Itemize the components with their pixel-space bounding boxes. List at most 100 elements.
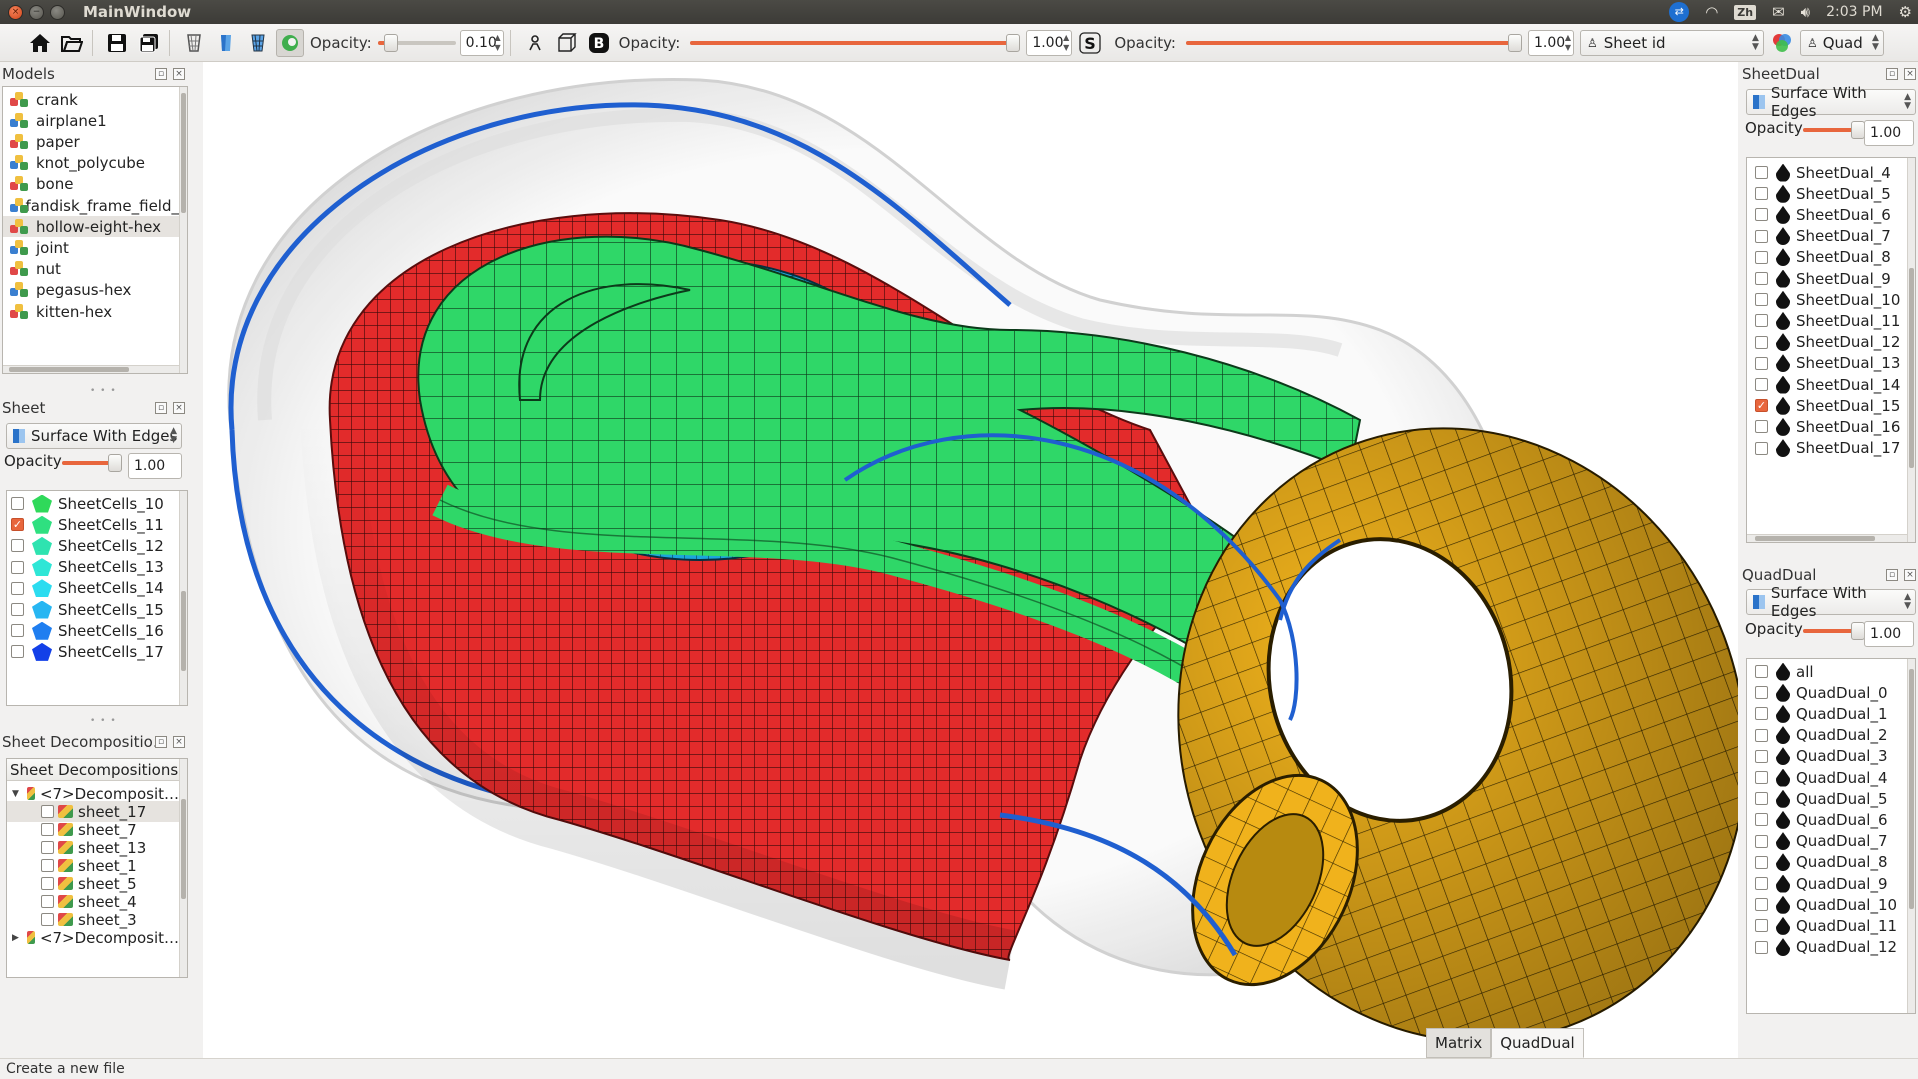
sheetdual-item[interactable]: SheetDual_13 bbox=[1747, 353, 1907, 374]
tree-item-checkbox[interactable] bbox=[41, 823, 54, 836]
sheet-cells-item[interactable]: SheetCells_13 bbox=[7, 557, 179, 578]
sheet-cells-checkbox[interactable] bbox=[11, 603, 24, 616]
sheet-cells-vscroll[interactable] bbox=[179, 491, 187, 705]
palette-icon[interactable] bbox=[1768, 29, 1796, 57]
gear-icon[interactable]: ⚙ bbox=[1898, 3, 1912, 21]
tree-group[interactable]: ▶ <7>Decomposit… bbox=[7, 927, 179, 948]
quaddual-item[interactable]: QuadDual_1 bbox=[1747, 703, 1907, 724]
quaddual-item[interactable]: QuadDual_6 bbox=[1747, 809, 1907, 830]
sheetdual-checkbox[interactable] bbox=[1755, 229, 1768, 243]
sheet-cells-item[interactable]: SheetCells_14 bbox=[7, 578, 179, 599]
float-dock-icon[interactable]: ▫ bbox=[155, 736, 167, 748]
minimize-window-button[interactable]: − bbox=[29, 4, 44, 20]
tree-item-checkbox[interactable] bbox=[41, 913, 54, 926]
sheetdual-checkbox[interactable] bbox=[1755, 420, 1768, 434]
models-hscroll[interactable] bbox=[3, 365, 179, 373]
mail-icon[interactable]: ✉ bbox=[1772, 3, 1785, 21]
tab-quaddual[interactable]: QuadDual bbox=[1491, 1028, 1584, 1058]
decomp-vscroll[interactable] bbox=[179, 759, 187, 977]
sheetdual-list[interactable]: SheetDual_17 SheetDual_16 ✓ SheetDual_15 She… bbox=[1746, 157, 1916, 543]
spin-arrows[interactable]: ▲ ▼ bbox=[494, 32, 501, 52]
slider-handle[interactable] bbox=[1851, 121, 1865, 139]
cube-icon[interactable] bbox=[553, 29, 581, 57]
quaddual-item[interactable]: QuadDual_4 bbox=[1747, 767, 1907, 788]
tree-item[interactable]: sheet_1 bbox=[7, 855, 179, 876]
sheetdual-item[interactable]: SheetDual_5 bbox=[1747, 183, 1907, 204]
quaddual-item[interactable]: QuadDual_12 bbox=[1747, 937, 1907, 958]
tree-item[interactable]: sheet_4 bbox=[7, 891, 179, 912]
sheet-cells-checkbox[interactable] bbox=[11, 581, 24, 595]
element-mode-select[interactable]: ♙ Quad ▲ ▼ bbox=[1799, 29, 1884, 56]
sheetdual-render-mode-select[interactable]: Surface With Edges ▲ ▼ bbox=[1746, 84, 1916, 120]
float-dock-icon[interactable]: ▫ bbox=[155, 402, 167, 414]
sheetdual-checkbox[interactable] bbox=[1755, 272, 1768, 285]
slider-handle[interactable] bbox=[383, 33, 398, 52]
model-list-item[interactable]: bone bbox=[3, 174, 179, 195]
quaddual-item[interactable]: QuadDual_3 bbox=[1747, 746, 1907, 767]
opacity-slider-2[interactable] bbox=[690, 33, 1021, 53]
close-window-button[interactable]: × bbox=[8, 4, 23, 20]
sheetdual-item[interactable]: SheetDual_9 bbox=[1747, 268, 1907, 289]
save-all-icon[interactable] bbox=[135, 29, 163, 57]
quaddual-opacity-slider[interactable] bbox=[1803, 621, 1865, 641]
sheetdual-opacity-slider[interactable] bbox=[1803, 120, 1865, 140]
expand-arrow-icon[interactable]: ▶ bbox=[12, 932, 19, 943]
model-list-item[interactable]: paper bbox=[3, 131, 179, 152]
sheetdual-item[interactable]: SheetDual_17 bbox=[1747, 438, 1907, 459]
dock-splitter[interactable]: • • • bbox=[90, 386, 117, 396]
sheet-cells-item[interactable]: SheetCells_10 bbox=[7, 493, 179, 514]
tab-matrix[interactable]: Matrix bbox=[1426, 1028, 1492, 1058]
sheet-cells-item[interactable]: SheetCells_15 bbox=[7, 599, 179, 620]
sheetdual-opacity-spinbox[interactable]: 1.00 bbox=[1864, 120, 1914, 146]
sheetdual-checkbox[interactable] bbox=[1755, 166, 1768, 179]
bold-b-icon[interactable]: B bbox=[585, 29, 613, 57]
close-dock-icon[interactable]: × bbox=[1904, 569, 1916, 581]
sheet-cells-item[interactable]: SheetCells_12 bbox=[7, 535, 179, 556]
quaddual-render-mode-select[interactable]: Surface With Edges ▲ ▼ bbox=[1746, 584, 1916, 620]
float-dock-icon[interactable]: ▫ bbox=[1886, 569, 1898, 581]
spin-arrows[interactable]: ▲ ▼ bbox=[1063, 32, 1070, 52]
sheetdual-item[interactable]: SheetDual_7 bbox=[1747, 226, 1907, 247]
opacity-slider-3[interactable] bbox=[1185, 33, 1522, 53]
opacity-spinbox-2[interactable]: 1.00 ▲ ▼ bbox=[1026, 29, 1073, 56]
quaddual-item[interactable]: QuadDual_9 bbox=[1747, 873, 1907, 894]
solid-view-icon[interactable] bbox=[212, 29, 240, 57]
model-list-item[interactable]: crank bbox=[3, 89, 179, 110]
tree-item[interactable]: sheet_5 bbox=[7, 873, 179, 894]
quaddual-item[interactable]: QuadDual_11 bbox=[1747, 915, 1907, 936]
sheetdual-item[interactable]: SheetDual_12 bbox=[1747, 332, 1907, 353]
quaddual-checkbox[interactable] bbox=[1755, 855, 1768, 869]
sheet-render-mode-select[interactable]: Surface With Edges ▲ ▼ bbox=[6, 423, 182, 449]
quaddual-opacity-spinbox[interactable]: 1.00 bbox=[1864, 621, 1914, 647]
quaddual-checkbox[interactable] bbox=[1755, 834, 1768, 848]
sheet-cells-checkbox[interactable]: ✓ bbox=[11, 518, 24, 532]
slider-handle[interactable] bbox=[1006, 33, 1021, 52]
sheetdual-checkbox[interactable] bbox=[1755, 378, 1768, 391]
model-list-item[interactable]: fandisk_frame_field_ bbox=[3, 195, 179, 216]
model-list-item[interactable]: airplane1 bbox=[3, 110, 179, 131]
input-method-indicator[interactable]: Zh bbox=[1734, 4, 1757, 20]
model-list-item[interactable]: knot_polycube bbox=[3, 153, 179, 174]
sheet-cells-checkbox[interactable] bbox=[11, 560, 24, 574]
model-list-item[interactable]: hollow-eight-hex bbox=[3, 216, 179, 238]
person-icon[interactable] bbox=[521, 29, 549, 57]
sheetdual-checkbox[interactable] bbox=[1755, 335, 1768, 349]
expand-arrow-icon[interactable]: ▼ bbox=[12, 788, 19, 799]
quaddual-vscroll[interactable] bbox=[1907, 659, 1915, 1013]
color-mode-select[interactable]: ♙ Sheet id ▲ ▼ bbox=[1579, 29, 1764, 56]
spin-arrows[interactable]: ▲ ▼ bbox=[1564, 32, 1571, 52]
tree-group[interactable]: ▼ <7>Decomposit… bbox=[7, 783, 179, 804]
close-dock-icon[interactable]: × bbox=[173, 68, 185, 80]
maximize-window-button[interactable] bbox=[50, 4, 65, 20]
tree-item-checkbox[interactable] bbox=[41, 805, 54, 818]
quaddual-checkbox[interactable] bbox=[1755, 707, 1768, 721]
tree-item[interactable]: sheet_3 bbox=[7, 909, 179, 930]
sheetdual-checkbox[interactable]: ✓ bbox=[1755, 399, 1768, 413]
tree-item[interactable]: sheet_7 bbox=[7, 819, 179, 840]
quaddual-item[interactable]: QuadDual_7 bbox=[1747, 831, 1907, 852]
tree-item-checkbox[interactable] bbox=[41, 895, 54, 908]
float-dock-icon[interactable]: ▫ bbox=[155, 68, 167, 80]
home-icon[interactable] bbox=[26, 29, 54, 57]
sheet-opacity-slider[interactable] bbox=[62, 453, 122, 473]
quaddual-checkbox[interactable] bbox=[1755, 686, 1768, 700]
